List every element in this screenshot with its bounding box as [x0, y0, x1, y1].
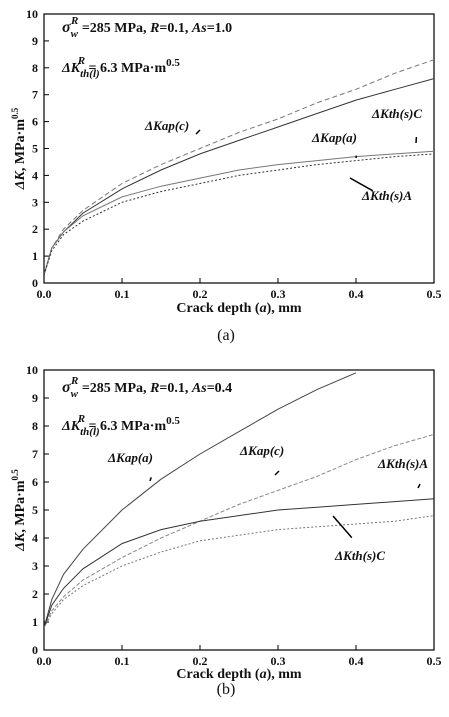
- annotation: σwR =285 MPa, R=0.1, As=1.0: [62, 15, 232, 40]
- x-tick-label: 0.4: [349, 287, 364, 301]
- y-tick-label: 8: [32, 419, 38, 433]
- y-tick-label: 2: [32, 587, 38, 601]
- y-tick-label: 7: [32, 88, 38, 102]
- x-axis-label: Crack depth (a), mm: [176, 301, 302, 316]
- label-arrow: [275, 471, 279, 475]
- x-tick-label: 0.1: [115, 287, 130, 301]
- x-tick-label: 0.3: [271, 654, 286, 668]
- plot-frame: [44, 370, 434, 650]
- plot-frame: [44, 14, 434, 283]
- annotation-part: =0.1,: [159, 381, 191, 396]
- caption: (a): [217, 327, 235, 344]
- x-tick-label: 0.1: [115, 654, 130, 668]
- y-tick-label: 4: [32, 168, 38, 182]
- series-line: [44, 151, 434, 275]
- annotation-part: R: [70, 375, 78, 387]
- annotation-part: =0.4: [207, 381, 232, 396]
- x-tick-label: 0.2: [193, 287, 208, 301]
- x-tick-label: 0.5: [427, 287, 442, 301]
- y-axis-label: ΔK, MPa·m0.5: [10, 469, 28, 552]
- caption: (b): [217, 681, 236, 698]
- y-tick-label: 10: [26, 7, 38, 21]
- x-label-part: Crack depth (: [176, 667, 260, 682]
- x-tick-label: 0.0: [37, 287, 52, 301]
- y-tick-label: 0: [32, 643, 38, 657]
- y-tick-label: 4: [32, 531, 38, 545]
- annotation: ΔKth(l)R = 6.3 MPa·m0.5: [61, 413, 180, 438]
- annotation-part: =0.1,: [159, 21, 191, 36]
- y-label-part: , MPa·m: [13, 480, 28, 532]
- label-arrow: [418, 484, 420, 488]
- y-tick-label: 1: [32, 249, 38, 263]
- series-label: ΔKth(s)A: [361, 188, 412, 203]
- label-arrow: [196, 130, 200, 134]
- series-label: ΔKth(s)C: [371, 106, 422, 121]
- annotation-part: As: [191, 21, 207, 36]
- y-tick-label: 5: [32, 503, 38, 517]
- y-axis-label: ΔK, MPa·m0.5: [10, 107, 28, 190]
- series-line: [44, 373, 356, 628]
- series-line: [44, 60, 434, 275]
- y-tick-label: 5: [32, 142, 38, 156]
- x-label-part: a: [260, 667, 267, 682]
- y-tick-label: 6: [32, 115, 38, 129]
- series-label: ΔKth(s)A: [377, 456, 428, 471]
- y-tick-label: 1: [32, 615, 38, 629]
- annotation-part: =285 MPa,: [78, 381, 150, 396]
- y-tick-label: 2: [32, 222, 38, 236]
- x-tick-label: 0.2: [193, 654, 208, 668]
- y-tick-label: 0: [32, 276, 38, 290]
- x-label-part: a: [260, 301, 267, 316]
- y-tick-label: 9: [32, 34, 38, 48]
- y-tick-label: 3: [32, 195, 38, 209]
- annotation-part: As: [191, 381, 207, 396]
- y-label-part: 0.5: [10, 469, 20, 481]
- y-tick-label: 6: [32, 475, 38, 489]
- series-line: [44, 499, 434, 628]
- chart: 0.0 0.1 0.2 0.3 0.4 0.5 0 1 2 3 4 5 6 7 8 9 10 Crack dept…: [10, 7, 442, 344]
- annotation-part: R: [77, 413, 85, 425]
- annotation-part: 0.5: [166, 415, 180, 427]
- series-label: ΔKap(a): [107, 450, 153, 465]
- series-line: [44, 516, 434, 628]
- x-tick-label: 0.5: [427, 654, 442, 668]
- y-tick-label: 3: [32, 559, 38, 573]
- x-axis-label: Crack depth (a), mm: [176, 667, 302, 682]
- y-tick-label: 9: [32, 391, 38, 405]
- annotation: σwR =285 MPa, R=0.1, As=0.4: [62, 375, 232, 400]
- x-tick-label: 0.3: [271, 287, 286, 301]
- x-label-part: ), mm: [267, 301, 302, 316]
- series-label: ΔKap(c): [239, 443, 284, 458]
- x-label-part: ), mm: [267, 667, 302, 682]
- annotation-part: =1.0: [207, 21, 232, 36]
- x-tick-label: 0.4: [349, 654, 364, 668]
- annotation-part: = 6.3 MPa·m: [85, 419, 166, 434]
- annotation-part: R: [149, 21, 159, 36]
- annotation-part: 0.5: [166, 57, 180, 69]
- annotation-part: = 6.3 MPa·m: [85, 61, 166, 76]
- series-line: [44, 434, 434, 627]
- chart: 0.0 0.1 0.2 0.3 0.4 0.5 0 1 2 3 4 5 6 7 8 9 10 Crack dept…: [10, 363, 442, 698]
- series-label: ΔKap(a): [311, 130, 357, 145]
- annotation-part: =285 MPa,: [78, 21, 150, 36]
- x-tick-label: 0.0: [37, 654, 52, 668]
- x-label-part: Crack depth (: [176, 301, 260, 316]
- annotation-part: R: [77, 55, 85, 67]
- y-label-part: ΔK: [13, 531, 28, 552]
- series-label: ΔKth(s)C: [334, 548, 385, 563]
- series-label: ΔKap(c): [144, 118, 189, 133]
- y-label-part: , MPa·m: [13, 119, 28, 171]
- y-tick-label: 10: [26, 363, 38, 377]
- y-tick-label: 8: [32, 61, 38, 75]
- annotation-part: R: [149, 381, 159, 396]
- series-line: [44, 154, 434, 275]
- y-label-part: 0.5: [10, 107, 20, 119]
- label-arrow: [333, 516, 352, 538]
- annotation-part: R: [70, 15, 78, 27]
- annotation: ΔKth(l)R = 6.3 MPa·m0.5: [61, 55, 180, 80]
- label-arrow: [150, 477, 151, 481]
- y-label-part: ΔK: [13, 169, 28, 190]
- y-tick-label: 7: [32, 447, 38, 461]
